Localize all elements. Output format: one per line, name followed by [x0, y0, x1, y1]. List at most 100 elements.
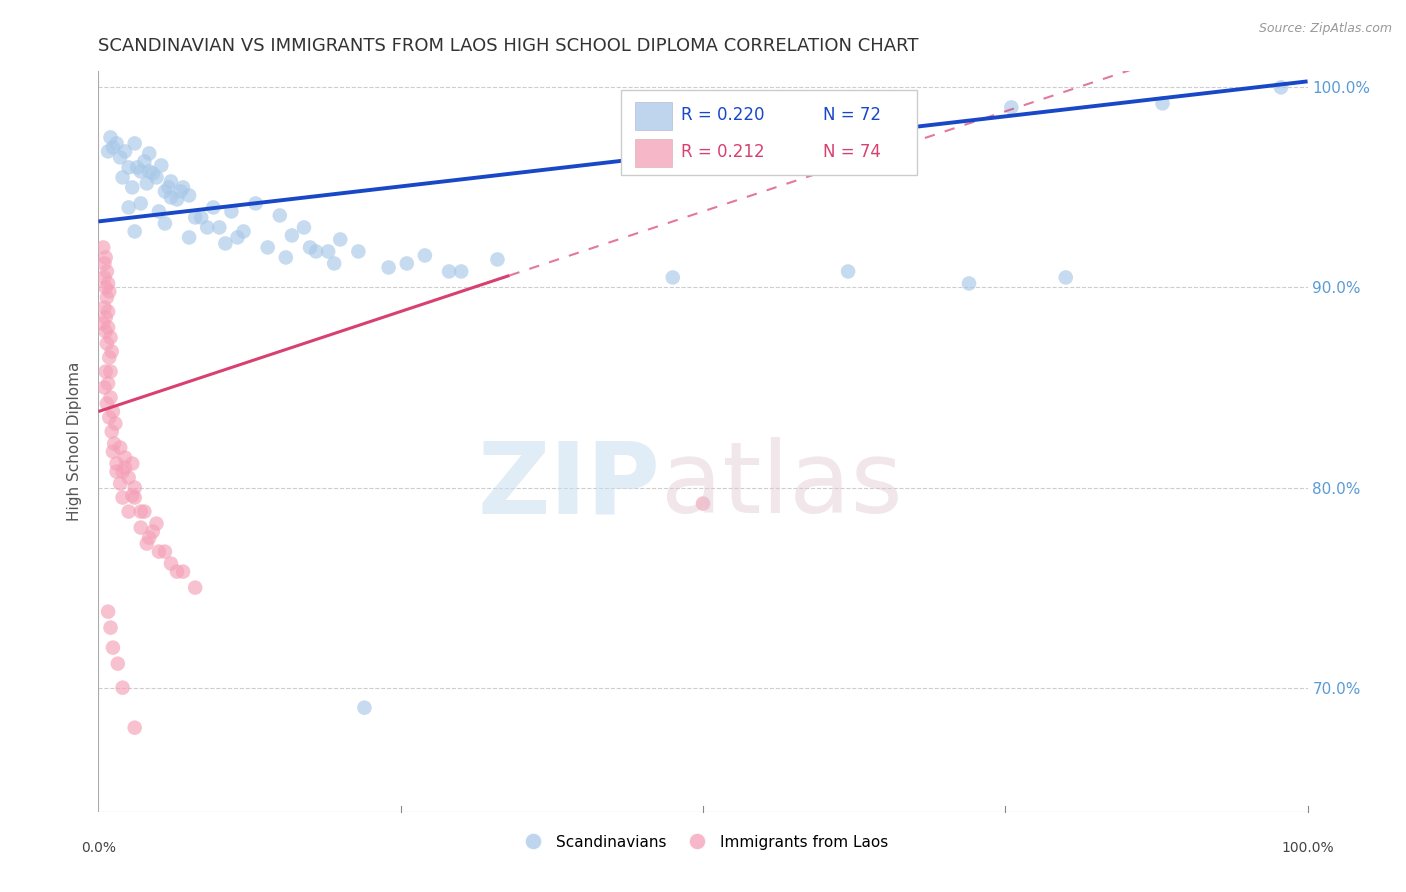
Point [166, 565, 188, 579]
Point [837, 264, 859, 278]
Point [97, 320, 120, 334]
Point [179, 188, 201, 202]
Point [195, 220, 218, 235]
Point [292, 220, 315, 235]
Point [190, 211, 212, 225]
Point [96, 336, 118, 351]
Point [184, 581, 207, 595]
Point [124, 721, 146, 735]
Point [245, 196, 267, 211]
Point [124, 491, 146, 505]
Point [111, 170, 134, 185]
Point [347, 244, 370, 259]
Point [145, 516, 167, 531]
Point [129, 505, 152, 519]
Point [353, 700, 375, 714]
Point [226, 230, 249, 244]
Point [160, 557, 183, 571]
Point [124, 481, 146, 495]
Point [134, 154, 156, 169]
Point [94, 364, 117, 378]
Point [232, 224, 254, 238]
Point [145, 170, 167, 185]
Point [121, 180, 143, 194]
Point [1152, 96, 1174, 111]
Point [256, 240, 278, 254]
Point [135, 177, 157, 191]
Point [138, 164, 160, 178]
Point [121, 457, 143, 471]
Text: 0.0%: 0.0% [82, 841, 115, 855]
Point [114, 450, 136, 465]
Point [124, 224, 146, 238]
Text: N = 74: N = 74 [823, 143, 880, 161]
Point [157, 180, 180, 194]
Point [94, 280, 117, 294]
Point [208, 220, 231, 235]
Point [437, 264, 460, 278]
Point [413, 248, 436, 262]
Text: ZIP: ZIP [478, 437, 661, 534]
Point [129, 164, 152, 178]
Point [1000, 100, 1022, 114]
Point [101, 140, 124, 154]
Point [179, 230, 201, 244]
Point [1270, 80, 1292, 95]
Point [96, 396, 118, 410]
Point [104, 417, 127, 431]
Point [118, 161, 141, 175]
Point [316, 244, 339, 259]
Point [101, 444, 124, 458]
Point [160, 174, 183, 188]
Point [98, 410, 121, 425]
Text: 100.0%: 100.0% [1281, 841, 1334, 855]
Point [281, 228, 304, 243]
Point [1054, 270, 1077, 285]
Point [323, 256, 346, 270]
Point [395, 256, 418, 270]
Point [97, 376, 120, 391]
Point [108, 150, 131, 164]
Point [150, 158, 173, 172]
Point [142, 166, 165, 180]
Point [118, 470, 141, 484]
Point [118, 201, 141, 215]
Point [299, 240, 322, 254]
Point [118, 505, 141, 519]
Point [105, 457, 128, 471]
Point [111, 465, 134, 479]
Text: R = 0.212: R = 0.212 [682, 143, 765, 161]
Point [100, 330, 122, 344]
Point [96, 264, 118, 278]
Point [166, 193, 188, 207]
Text: N = 72: N = 72 [823, 106, 880, 124]
Point [108, 476, 131, 491]
Y-axis label: High School Diploma: High School Diploma [67, 362, 83, 521]
Point [169, 185, 191, 199]
Point [100, 391, 122, 405]
Point [329, 232, 352, 246]
Point [121, 489, 143, 503]
Point [100, 130, 122, 145]
Point [94, 251, 117, 265]
FancyBboxPatch shape [636, 102, 672, 130]
Point [129, 520, 152, 534]
Point [274, 251, 297, 265]
Point [134, 505, 156, 519]
Point [305, 244, 328, 259]
Point [97, 145, 120, 159]
Point [661, 270, 683, 285]
Point [138, 146, 160, 161]
Point [91, 240, 114, 254]
Point [129, 196, 152, 211]
Point [101, 640, 124, 655]
Point [100, 344, 122, 359]
Point [214, 236, 236, 251]
Point [377, 260, 399, 275]
Legend: Scandinavians, Immigrants from Laos: Scandinavians, Immigrants from Laos [512, 829, 894, 856]
FancyBboxPatch shape [621, 90, 917, 175]
Point [184, 211, 207, 225]
Point [105, 136, 128, 151]
Point [97, 304, 120, 318]
Point [450, 264, 472, 278]
